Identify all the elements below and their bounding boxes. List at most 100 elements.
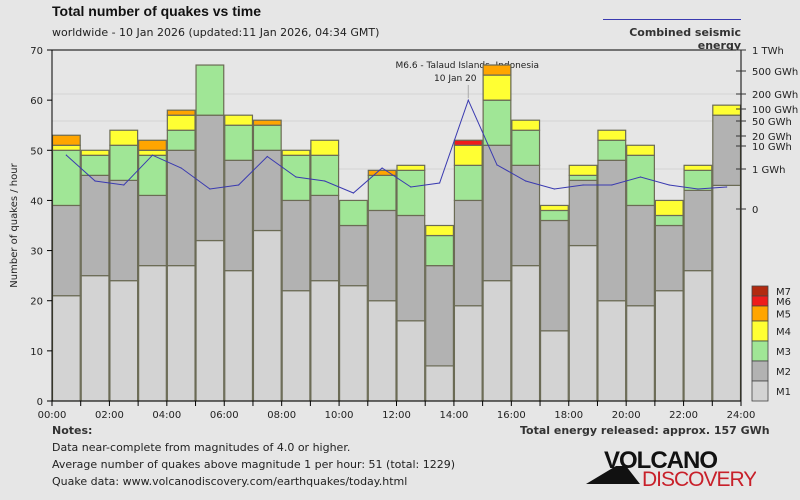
bar-segment-m6 (453, 139, 483, 146)
energy-point (410, 186, 412, 188)
bar-segment-m4 (683, 164, 713, 171)
bar-segment-m1 (683, 270, 713, 402)
bar-segment-m2 (425, 265, 455, 367)
bar-segment-m2 (138, 194, 167, 267)
energy-tick-label: 20 GWh (752, 132, 792, 143)
bar-segment-m2 (482, 144, 512, 282)
y-tick-label: 40 (30, 196, 43, 207)
bar-segment-m4 (539, 204, 569, 212)
energy-point (438, 182, 441, 184)
bar-segment-m1 (338, 285, 368, 402)
bar-segment-m3 (482, 99, 512, 146)
bar-segment-m1 (626, 305, 655, 402)
volcanodiscovery-logo: VOLCANO DISCOVERY (586, 447, 756, 491)
bar-segment-m4 (482, 74, 512, 101)
bar-segment-m2 (224, 159, 254, 272)
legend-label-m4: M4 (776, 327, 791, 338)
bar-segment-m4 (425, 224, 455, 237)
bar-segment-m1 (252, 229, 282, 402)
energy-tick-label: 500 GWh (752, 67, 798, 78)
x-tick-label: 10:00 (325, 410, 354, 420)
bar-segment-m1 (568, 244, 598, 402)
y-tick-label: 10 (30, 347, 43, 358)
energy-point (65, 154, 67, 156)
bar-segment-m3 (626, 154, 655, 207)
bar-segment-m4 (654, 199, 684, 217)
bar-segment-m5 (482, 64, 512, 76)
y-axis-label: Number of quakes / hour (9, 162, 20, 287)
legend-swatch-m1 (751, 380, 769, 402)
bar-segment-m2 (597, 159, 627, 302)
bar-segment-m1 (597, 300, 627, 402)
energy-point (697, 188, 699, 190)
bar-segment-m2 (453, 199, 483, 307)
energy-tick-label: 200 GWh (752, 90, 798, 101)
bar-segment-m5 (51, 134, 81, 146)
energy-point (381, 167, 383, 169)
annotation: M6.6 - Talaud Islands, Indonesia 10 Jan 2… (395, 61, 539, 101)
energy-point (582, 184, 584, 186)
energy-tick-label: 10 GWh (752, 142, 792, 153)
bar-segment-m3 (195, 64, 225, 116)
bar-segment-m2 (511, 164, 541, 267)
bar-segment-m1 (654, 290, 684, 402)
energy-point (611, 184, 613, 186)
logo-line1: VOLCANO (604, 447, 717, 474)
bar-segment-m1 (310, 280, 340, 402)
energy-point (123, 184, 125, 186)
bar-segment-m3 (425, 234, 455, 267)
bar-segment-m2 (195, 114, 225, 242)
bar-segment-m4 (453, 144, 483, 166)
energy-point (324, 180, 326, 182)
energy-series-line (66, 98, 727, 194)
bar-segment-m4 (281, 149, 311, 156)
legend-swatch-m3 (751, 340, 769, 362)
energy-point (726, 186, 728, 188)
energy-tick-label: 1 TWh (752, 46, 784, 57)
bar-segment-m3 (166, 129, 196, 151)
bar-segment-m4 (138, 149, 167, 156)
legend-label-m6: M6 (776, 297, 791, 308)
x-tick-label: 12:00 (382, 410, 411, 420)
legend-label-m2: M2 (776, 367, 791, 378)
bar-segment-m3 (109, 144, 139, 181)
legend-swatch-m4 (751, 320, 769, 342)
legend-label-m5: M5 (776, 310, 791, 321)
x-tick-label: 14:00 (440, 410, 469, 420)
bar-segment-m1 (166, 265, 196, 402)
x-tick-label: 22:00 (669, 410, 698, 420)
logo-line2: DISCOVERY (642, 468, 756, 491)
bar-segment-m1 (367, 300, 397, 402)
bar-segment-m2 (109, 179, 139, 282)
bar-segment-m4 (80, 149, 110, 156)
bar-segment-m1 (80, 275, 110, 402)
legend-label-m1: M1 (776, 387, 791, 398)
bar-segment-m1 (51, 295, 81, 402)
x-tick-label: 24:00 (727, 410, 756, 420)
bar-segment-m3 (51, 149, 81, 207)
energy-point (238, 184, 240, 186)
energy-point (266, 155, 268, 158)
bar-segment-m4 (597, 129, 627, 141)
energy-point (496, 164, 498, 166)
bar-segment-m3 (396, 169, 426, 217)
energy-tick-label: 1 GWh (752, 165, 786, 176)
y-tick-label: 20 (30, 297, 43, 308)
y-tick-label: 30 (30, 247, 43, 258)
annotation-line2: 10 Jan 20 (434, 74, 477, 84)
legend-swatch-m6 (751, 295, 769, 307)
bar-segment-m1 (138, 265, 167, 402)
stacked-bar-chart: 0 10 20 30 40 50 60 70 00:00 02:00 04:00 06:00 08:00… (9, 46, 798, 420)
legend-label-m3: M3 (776, 347, 791, 358)
bar-segment-m3 (224, 124, 254, 161)
bar-segment-m2 (281, 199, 311, 292)
bar-segment-m4 (568, 164, 598, 176)
energy-point (209, 188, 211, 190)
note-line-3[interactable]: Quake data: www.volcanodiscovery.com/ear… (52, 475, 408, 488)
bar-segment-m4 (712, 104, 742, 116)
y-tick-label: 50 (30, 146, 43, 157)
bar-segment-m5 (138, 139, 167, 151)
energy-line (65, 98, 728, 194)
x-tick-label: 08:00 (267, 410, 296, 420)
bar-segment-m2 (568, 179, 598, 247)
